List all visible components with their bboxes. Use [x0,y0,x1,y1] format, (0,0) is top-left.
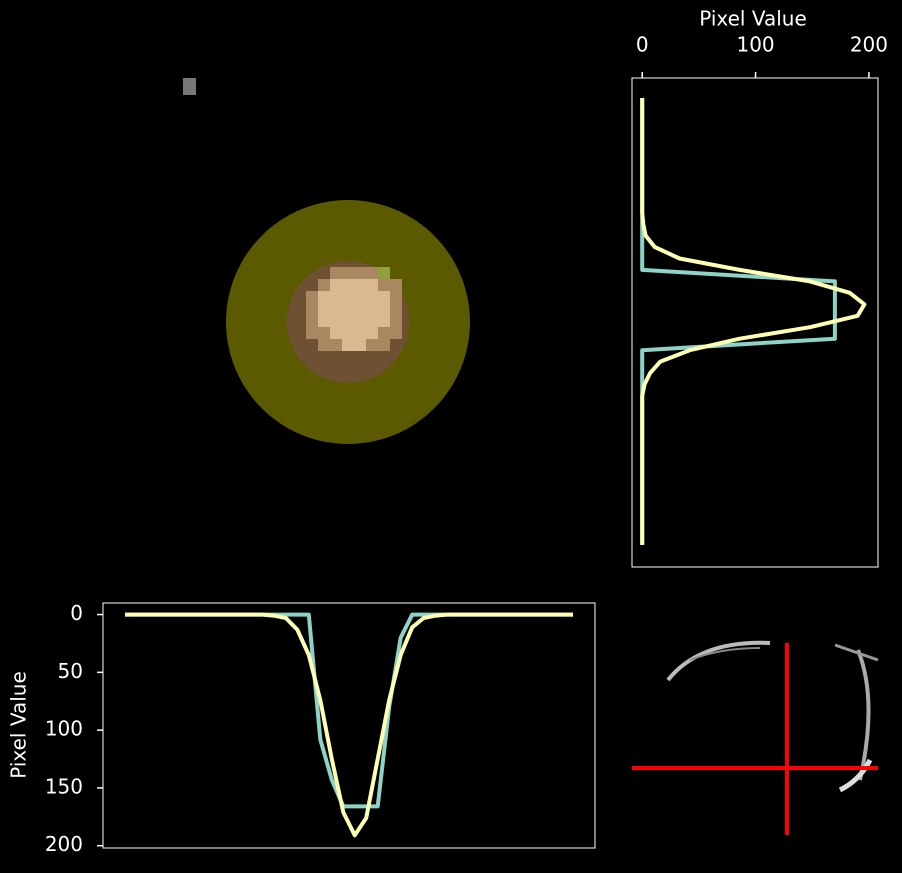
thumbnail [632,640,879,835]
x-tick-label: 100 [736,33,774,57]
y-tick-label: 0 [70,601,83,625]
y-tick-label: 100 [45,717,83,741]
x-axis-label: Pixel Value [699,7,807,31]
y-tick-label: 150 [45,774,83,798]
pixel [378,267,390,279]
profile-line [125,612,573,838]
y-tick-label: 200 [45,832,83,856]
x-tick-label: 0 [636,33,649,57]
pixel [183,78,196,95]
image-view [183,78,470,444]
blob-core [318,279,390,351]
y-axis-label: Pixel Value [7,671,31,779]
x-tick-label: 200 [850,33,888,57]
profile-line [640,98,867,545]
plot-frame [102,602,596,849]
y-tick-label: 50 [58,659,83,683]
